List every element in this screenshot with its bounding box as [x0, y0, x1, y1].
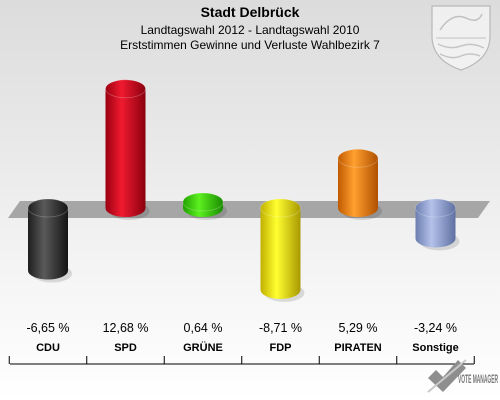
- bar-sonstige: [415, 198, 460, 251]
- bar-fdp: [260, 198, 305, 302]
- value-label-spd: 12,68 %: [103, 321, 149, 335]
- bar-piraten: [337, 148, 382, 220]
- category-label-cdu: CDU: [36, 342, 60, 354]
- bar-body-piraten: [338, 158, 378, 217]
- value-label-cdu: -6,65 %: [26, 321, 69, 335]
- value-label-fdp: -8,71 %: [259, 321, 302, 335]
- category-label-gruene: GRÜNE: [183, 341, 223, 354]
- vote-manager-logo: VOTE MANAGER: [427, 359, 498, 393]
- bar-top-cdu: [27, 198, 69, 218]
- bar-body-cdu: [28, 208, 68, 280]
- bar-top-fdp: [260, 198, 301, 218]
- category-label-fdp: FDP: [270, 342, 292, 354]
- value-label-gruene: 0,64 %: [184, 321, 223, 335]
- value-label-piraten: 5,29 %: [339, 321, 378, 335]
- category-label-sonstige: Sonstige: [412, 342, 458, 354]
- vote-manager-logo-text: VOTE MANAGER: [458, 372, 498, 386]
- chart-subtitle-line-2: Erststimmen Gewinne und Verluste Wahlbez…: [120, 38, 380, 52]
- chart-title: Stadt Delbrück: [201, 4, 300, 20]
- bar-spd: [105, 79, 150, 220]
- bar-body-spd: [105, 88, 146, 217]
- category-label-piraten: PIRATEN: [334, 342, 382, 354]
- vote-manager-check-icon: [427, 359, 467, 393]
- bar-top-piraten: [337, 148, 379, 168]
- bars-layer: [27, 79, 460, 302]
- bar-body-sonstige: [415, 208, 456, 248]
- bar-gruene: [182, 192, 227, 220]
- bar-cdu: [27, 198, 72, 283]
- bar-top-spd: [105, 79, 146, 99]
- bar-body-fdp: [260, 208, 301, 299]
- bar-top-gruene: [182, 192, 224, 212]
- value-labels-layer: -6,65 % 12,68 % 0,64 % -8,71 % 5,29 % -3,24 %: [26, 321, 457, 335]
- value-label-sonstige: -3,24 %: [414, 321, 457, 335]
- category-axis: [8, 356, 475, 365]
- coat-of-arms-icon: [431, 5, 491, 71]
- category-labels-layer: CDU SPD GRÜNE FDP PIRATEN Sonstige: [36, 341, 459, 354]
- category-label-spd: SPD: [114, 342, 137, 354]
- chart-subtitle-line-1: Landtagswahl 2012 - Landtagswahl 2010: [141, 23, 360, 37]
- bar-top-sonstige: [415, 198, 456, 218]
